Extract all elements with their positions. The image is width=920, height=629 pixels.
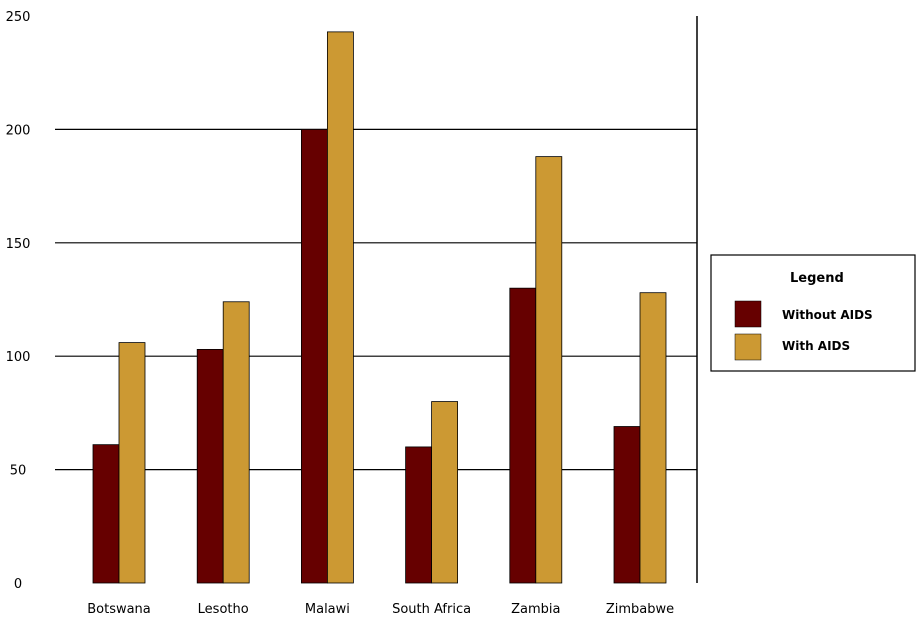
legend-title: Legend	[790, 271, 844, 286]
bar-malawi-without-aids	[300, 128, 328, 584]
legend-swatch-with-aids	[734, 333, 762, 361]
gridlines	[55, 128, 697, 471]
category-label: Zambia	[511, 602, 560, 617]
bar-south-africa-with-aids	[431, 401, 459, 584]
category-label: Malawi	[305, 602, 350, 617]
bar-south-africa-without-aids	[405, 446, 433, 584]
y-tick-label: 100	[6, 350, 31, 365]
bar-zimbabwe-with-aids	[639, 292, 667, 584]
bar-lesotho-with-aids	[222, 301, 250, 584]
legend-label-without-aids: Without AIDS	[782, 308, 873, 322]
y-tick-label: 200	[6, 123, 31, 138]
y-tick-label: 0	[14, 577, 22, 592]
category-labels: Botswana Lesotho Malawi South Africa Zambia Z…	[87, 602, 674, 617]
bar-lesotho-without-aids	[196, 348, 224, 584]
y-tick-label: 50	[10, 464, 27, 479]
y-tick-labels: 0 50 100 150 200 250	[6, 10, 31, 592]
bar-botswana-with-aids	[118, 342, 146, 584]
legend-swatch-without-aids	[734, 300, 762, 328]
bar-zambia-with-aids	[535, 156, 563, 584]
category-label: Botswana	[87, 602, 151, 617]
category-label: Lesotho	[198, 602, 249, 617]
legend: Legend Without AIDS With AIDS	[710, 254, 916, 372]
y-tick-label: 150	[6, 237, 31, 252]
bar-botswana-without-aids	[92, 444, 120, 584]
bar-malawi-with-aids	[326, 31, 354, 584]
bar-zimbabwe-without-aids	[613, 426, 641, 584]
legend-label-with-aids: With AIDS	[782, 339, 850, 353]
bars	[92, 31, 667, 584]
category-label: Zimbabwe	[606, 602, 674, 617]
bar-zambia-without-aids	[509, 287, 537, 584]
y-tick-label: 250	[6, 10, 31, 25]
category-label: South Africa	[392, 602, 471, 617]
